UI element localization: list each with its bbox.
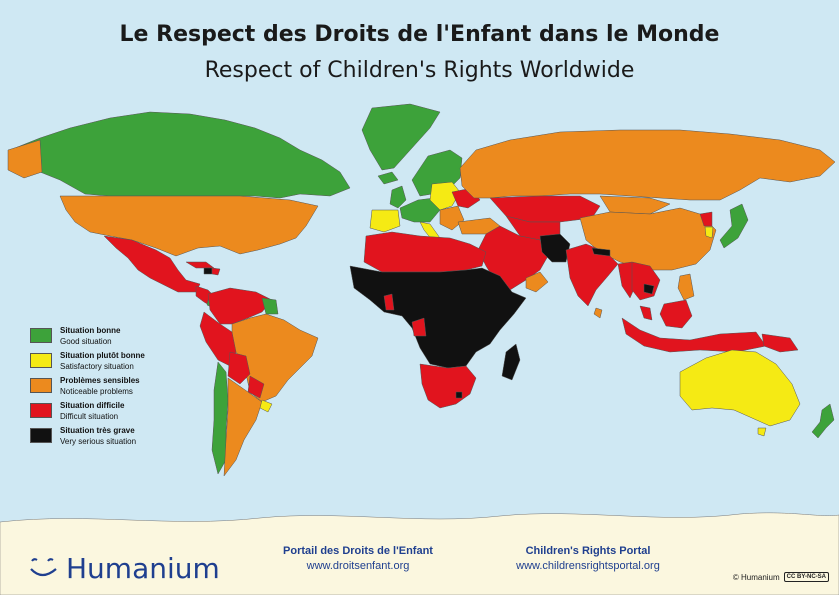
legend-swatch-good [30,328,52,343]
copyright: © Humanium CC BY-NC-SA [733,572,829,582]
cambodia [643,283,655,295]
south-korea [704,226,714,239]
legend-swatch-satisfactory [30,353,52,368]
iceland [377,171,399,185]
balkans [439,205,465,231]
philippines [677,273,695,301]
india [565,243,619,307]
legend-label-en: Very serious situation [60,437,137,446]
chile [211,361,229,475]
ghana [383,293,395,311]
portal-french[interactable]: Portail des Droits de l'Enfant www.droit… [268,545,448,572]
title-french: Le Respect des Droits de l'Enfant dans l… [119,22,720,47]
mongolia [599,195,671,215]
southern-africa [419,363,477,409]
portal-english[interactable]: Children's Rights Portal www.childrensri… [488,545,688,572]
uruguay [259,399,273,413]
sahel-central-africa [349,265,527,369]
guyanas [261,297,279,315]
legend-swatch-noticeable [30,378,52,393]
afghanistan-pakistan [539,233,571,263]
legend-label-en: Satisfactory situation [60,362,134,371]
legend-label-fr: Situation bonne [60,326,121,335]
cc-license-badge: CC BY-NC-SA [783,572,829,582]
usa [59,195,319,257]
portal-english-url[interactable]: www.childrensrightsportal.org [516,560,660,572]
sri-lanka [593,307,603,319]
bolivia [227,351,251,385]
north-korea [699,211,713,227]
arabian-peninsula-east [525,271,549,293]
alaska [7,139,43,179]
greenland [361,103,441,171]
russia [459,129,836,201]
uk-ireland [389,185,407,209]
western-europe [399,197,441,223]
iberia [369,209,401,233]
australia [679,349,801,427]
haiti [203,267,213,275]
indonesia [621,317,767,353]
legend-label-fr: Situation très grave [60,426,135,435]
argentina [223,377,263,477]
malaysia [639,305,653,321]
smiley-logo-icon [30,557,57,576]
gabon-congo [411,317,427,337]
central-europe [429,181,461,211]
madagascar [501,343,521,381]
brand-name: Humanium [66,552,220,585]
canada [9,111,351,199]
title-english: Respect of Children's Rights Worldwide [204,58,635,83]
legend-swatch-difficult [30,403,52,418]
paraguay [247,375,265,399]
papua-new-guinea [761,333,799,353]
legend-label-fr: Problèmes sensibles [60,376,140,385]
tasmania [757,427,767,437]
dominican-republic [211,267,221,276]
portal-french-title: Portail des Droits de l'Enfant [283,545,433,557]
nepal-bhutan [591,247,611,257]
north-africa [363,231,487,273]
portal-english-title: Children's Rights Portal [525,545,651,557]
legend-label-en: Good situation [60,337,112,346]
humanium-logo[interactable]: Humanium [28,552,220,585]
legend-swatch-very-serious [30,428,52,443]
portal-french-url[interactable]: www.droitsenfant.org [306,560,410,572]
colombia-venezuela [207,287,273,325]
new-zealand [811,403,835,439]
copyright-text: © Humanium [732,572,780,582]
lesotho [455,391,463,399]
legend-label-fr: Situation difficile [60,401,125,410]
legend-label-fr: Situation plutôt bonne [60,351,145,360]
borneo [659,299,693,329]
antarctica [0,512,839,595]
japan [719,203,749,249]
cuba [185,261,215,269]
legend-label-en: Noticeable problems [60,387,133,396]
legend-label-en: Difficult situation [60,412,119,421]
